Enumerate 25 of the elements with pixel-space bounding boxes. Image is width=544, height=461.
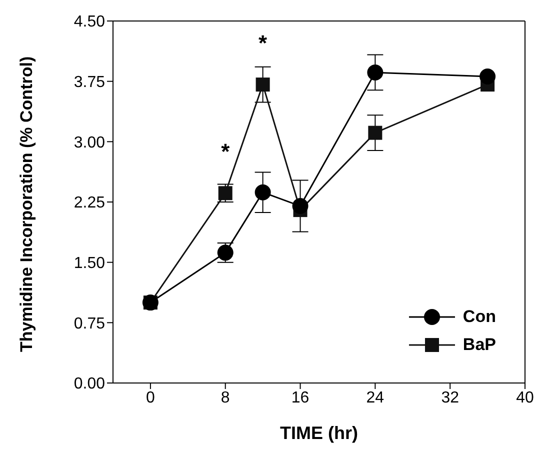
point (367, 64, 384, 80)
point (256, 78, 270, 92)
y-tick-label: 4.50 (74, 14, 106, 31)
point (292, 198, 308, 214)
x-tick-label: 16 (291, 389, 310, 406)
y-tick-label: 1.50 (74, 255, 106, 272)
legend-label: BaP (462, 335, 496, 355)
y-tick-label: 3.75 (74, 74, 106, 92)
x-tick-label: 0 (146, 389, 155, 406)
x-axis-title: TIME (hr) (280, 423, 358, 443)
x-tick-label: 8 (220, 389, 230, 406)
x-tick-label: 24 (366, 389, 384, 406)
point (254, 184, 271, 200)
point (480, 68, 496, 85)
legend-label: Con (462, 307, 496, 327)
y-axis-title: Thymidine Incorporation (% Control) (17, 56, 36, 352)
y-tick-label: 2.25 (74, 194, 106, 212)
y-tick-label: 0.75 (74, 315, 106, 332)
y-tick-label: 0.00 (74, 376, 106, 393)
annotation: * (258, 30, 268, 56)
x-tick-label: 32 (441, 389, 460, 406)
x-tick-label: 40 (516, 389, 534, 406)
point (368, 126, 382, 140)
annotation: * (221, 138, 230, 164)
y-tick-label: 3.00 (74, 134, 106, 152)
